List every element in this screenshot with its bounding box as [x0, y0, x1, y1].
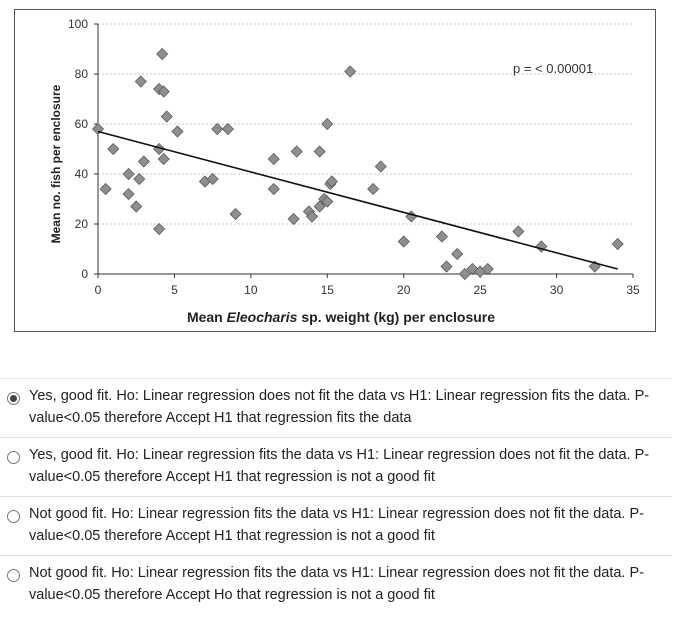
scatter-chart: 0 20 40 60 80 100 0 5 10 15 20 25 30 35 p = < 0.00001 …: [14, 9, 656, 332]
x-axis-label-suffix: sp. weight (kg) per enclosure: [297, 309, 496, 325]
data-point: [435, 230, 448, 243]
data-point: [157, 152, 170, 166]
data-point: [344, 65, 357, 78]
y-tick-label: 80: [75, 67, 89, 81]
y-tick-label: 40: [75, 167, 89, 181]
data-point: [160, 110, 173, 123]
y-tick-label: 0: [81, 267, 88, 281]
y-tick-label: 60: [75, 117, 89, 131]
answer-option-4[interactable]: Not good fit. Ho: Linear regression fits…: [0, 555, 672, 614]
data-point: [512, 225, 525, 238]
data-point: [440, 260, 453, 273]
data-point: [171, 125, 184, 138]
data-point: [130, 200, 143, 213]
x-axis-label-species: Eleocharis: [226, 309, 298, 325]
regression-line: [97, 130, 618, 270]
chart-plot: 0 20 40 60 80 100 0 5 10 15 20 25 30 35 p = < 0.00001: [68, 17, 640, 297]
data-point: [107, 142, 120, 156]
data-point: [287, 212, 300, 226]
data-point: [153, 222, 166, 236]
data-point: [313, 200, 326, 213]
x-tick-label: 20: [397, 283, 411, 297]
data-point: [99, 182, 112, 196]
data-point: [133, 172, 146, 186]
answer-option-text: Yes, good fit. Ho: Linear regression doe…: [29, 388, 650, 426]
answer-option-text: Not good fit. Ho: Linear regression fits…: [29, 506, 644, 544]
data-point: [481, 262, 494, 276]
data-point: [206, 172, 219, 186]
x-tick-label: 5: [171, 283, 178, 297]
x-axis-label: Mean Eleocharis sp. weight (kg) per encl…: [111, 309, 571, 325]
x-tick-label: 10: [244, 283, 258, 297]
data-point: [321, 117, 334, 131]
data-point: [458, 267, 471, 281]
radio-button-3[interactable]: [7, 510, 20, 523]
data-point: [157, 85, 170, 98]
data-point: [122, 187, 135, 201]
data-point: [156, 47, 169, 61]
answer-option-1[interactable]: Yes, good fit. Ho: Linear regression doe…: [0, 378, 672, 437]
data-point: [397, 235, 410, 248]
radio-button-1[interactable]: [7, 392, 20, 405]
answer-option-text: Yes, good fit. Ho: Linear regression fit…: [29, 447, 650, 485]
data-point: [305, 210, 319, 223]
p-value-annotation: p = < 0.00001: [513, 61, 593, 76]
data-point: [611, 237, 624, 251]
answer-option-3[interactable]: Not good fit. Ho: Linear regression fits…: [0, 496, 672, 555]
answer-options: Yes, good fit. Ho: Linear regression doe…: [0, 378, 672, 614]
data-point: [321, 195, 334, 208]
data-point: [137, 155, 150, 168]
y-tick-label: 100: [68, 17, 88, 31]
radio-button-2[interactable]: [7, 451, 20, 464]
x-tick-label: 30: [550, 283, 564, 297]
y-tick-label: 20: [75, 217, 89, 231]
data-point: [290, 145, 303, 158]
data-point: [267, 182, 280, 196]
data-point: [267, 152, 280, 166]
x-tick-label: 35: [626, 283, 640, 297]
data-point: [221, 122, 234, 136]
radio-button-4[interactable]: [7, 569, 20, 582]
x-tick-label: 25: [473, 283, 487, 297]
x-axis-label-prefix: Mean: [186, 309, 227, 325]
data-point: [229, 207, 242, 221]
y-axis-label: Mean no. fish per enclosure: [49, 84, 63, 244]
data-point: [374, 160, 387, 173]
x-tick-label: 15: [321, 283, 335, 297]
x-tick-label: 0: [95, 283, 102, 297]
data-point: [451, 247, 464, 261]
data-point: [325, 175, 338, 188]
data-point: [313, 145, 326, 158]
answer-option-text: Not good fit. Ho: Linear regression fits…: [29, 565, 644, 603]
data-point: [211, 122, 224, 136]
data-point: [367, 182, 380, 196]
data-point: [122, 167, 135, 181]
data-point: [134, 75, 147, 88]
answer-option-2[interactable]: Yes, good fit. Ho: Linear regression fit…: [0, 437, 672, 496]
